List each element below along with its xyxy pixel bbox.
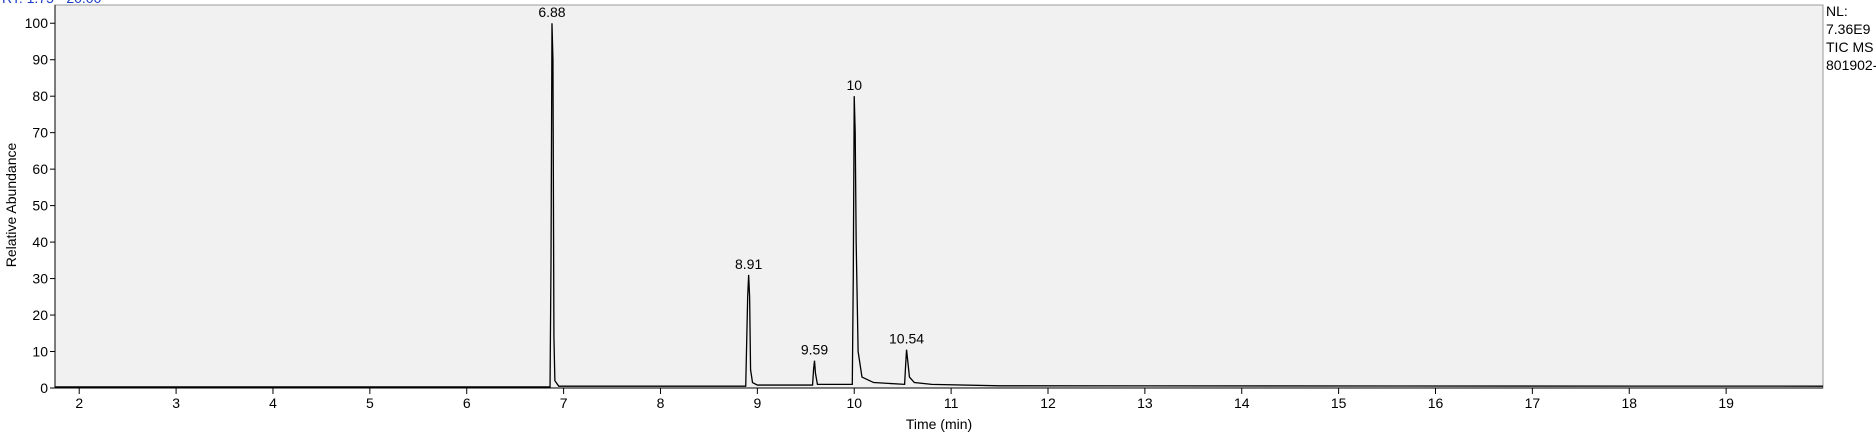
x-tick-label: 9 [753, 395, 761, 411]
y-tick-label: 30 [32, 271, 48, 287]
info-text: TIC MS [1826, 39, 1873, 55]
info-text: 801902- [1826, 57, 1876, 73]
info-text: 7.36E9 [1826, 21, 1871, 37]
y-tick-label: 0 [40, 380, 48, 396]
x-tick-label: 15 [1331, 395, 1347, 411]
x-tick-label: 14 [1234, 395, 1250, 411]
peak-label: 10.54 [889, 331, 924, 347]
y-tick-label: 90 [32, 52, 48, 68]
y-tick-label: 20 [32, 307, 48, 323]
y-tick-label: 70 [32, 125, 48, 141]
x-tick-label: 19 [1718, 395, 1734, 411]
x-tick-label: 10 [846, 395, 862, 411]
y-axis-label: Relative Abundance [3, 143, 19, 268]
x-axis-label: Time (min) [906, 416, 972, 432]
x-tick-label: 18 [1621, 395, 1637, 411]
peak-label: 9.59 [801, 342, 828, 358]
peak-label: 8.91 [735, 256, 762, 272]
x-tick-label: 3 [172, 395, 180, 411]
x-tick-label: 12 [1040, 395, 1056, 411]
x-tick-label: 16 [1428, 395, 1444, 411]
header: RT: 1.75 - 20.00 [2, 0, 102, 6]
x-tick-label: 17 [1525, 395, 1541, 411]
x-tick-label: 8 [657, 395, 665, 411]
y-tick-label: 60 [32, 161, 48, 177]
x-tick-label: 7 [560, 395, 568, 411]
info-text: NL: [1826, 3, 1848, 19]
y-tick-label: 80 [32, 88, 48, 104]
y-tick-label: 50 [32, 198, 48, 214]
x-tick-label: 4 [269, 395, 277, 411]
plot-area [54, 4, 1824, 389]
y-tick-label: 40 [32, 234, 48, 250]
peak-label: 6.88 [538, 4, 565, 20]
x-tick-label: 11 [944, 395, 959, 411]
x-tick-label: 6 [463, 395, 471, 411]
x-tick-label: 5 [366, 395, 374, 411]
x-tick-label: 2 [75, 395, 83, 411]
y-tick-label: 10 [32, 344, 48, 360]
peak-label: 10 [846, 77, 862, 93]
y-tick-label: 100 [25, 15, 49, 31]
trace [55, 23, 1824, 388]
x-tick-label: 13 [1137, 395, 1153, 411]
